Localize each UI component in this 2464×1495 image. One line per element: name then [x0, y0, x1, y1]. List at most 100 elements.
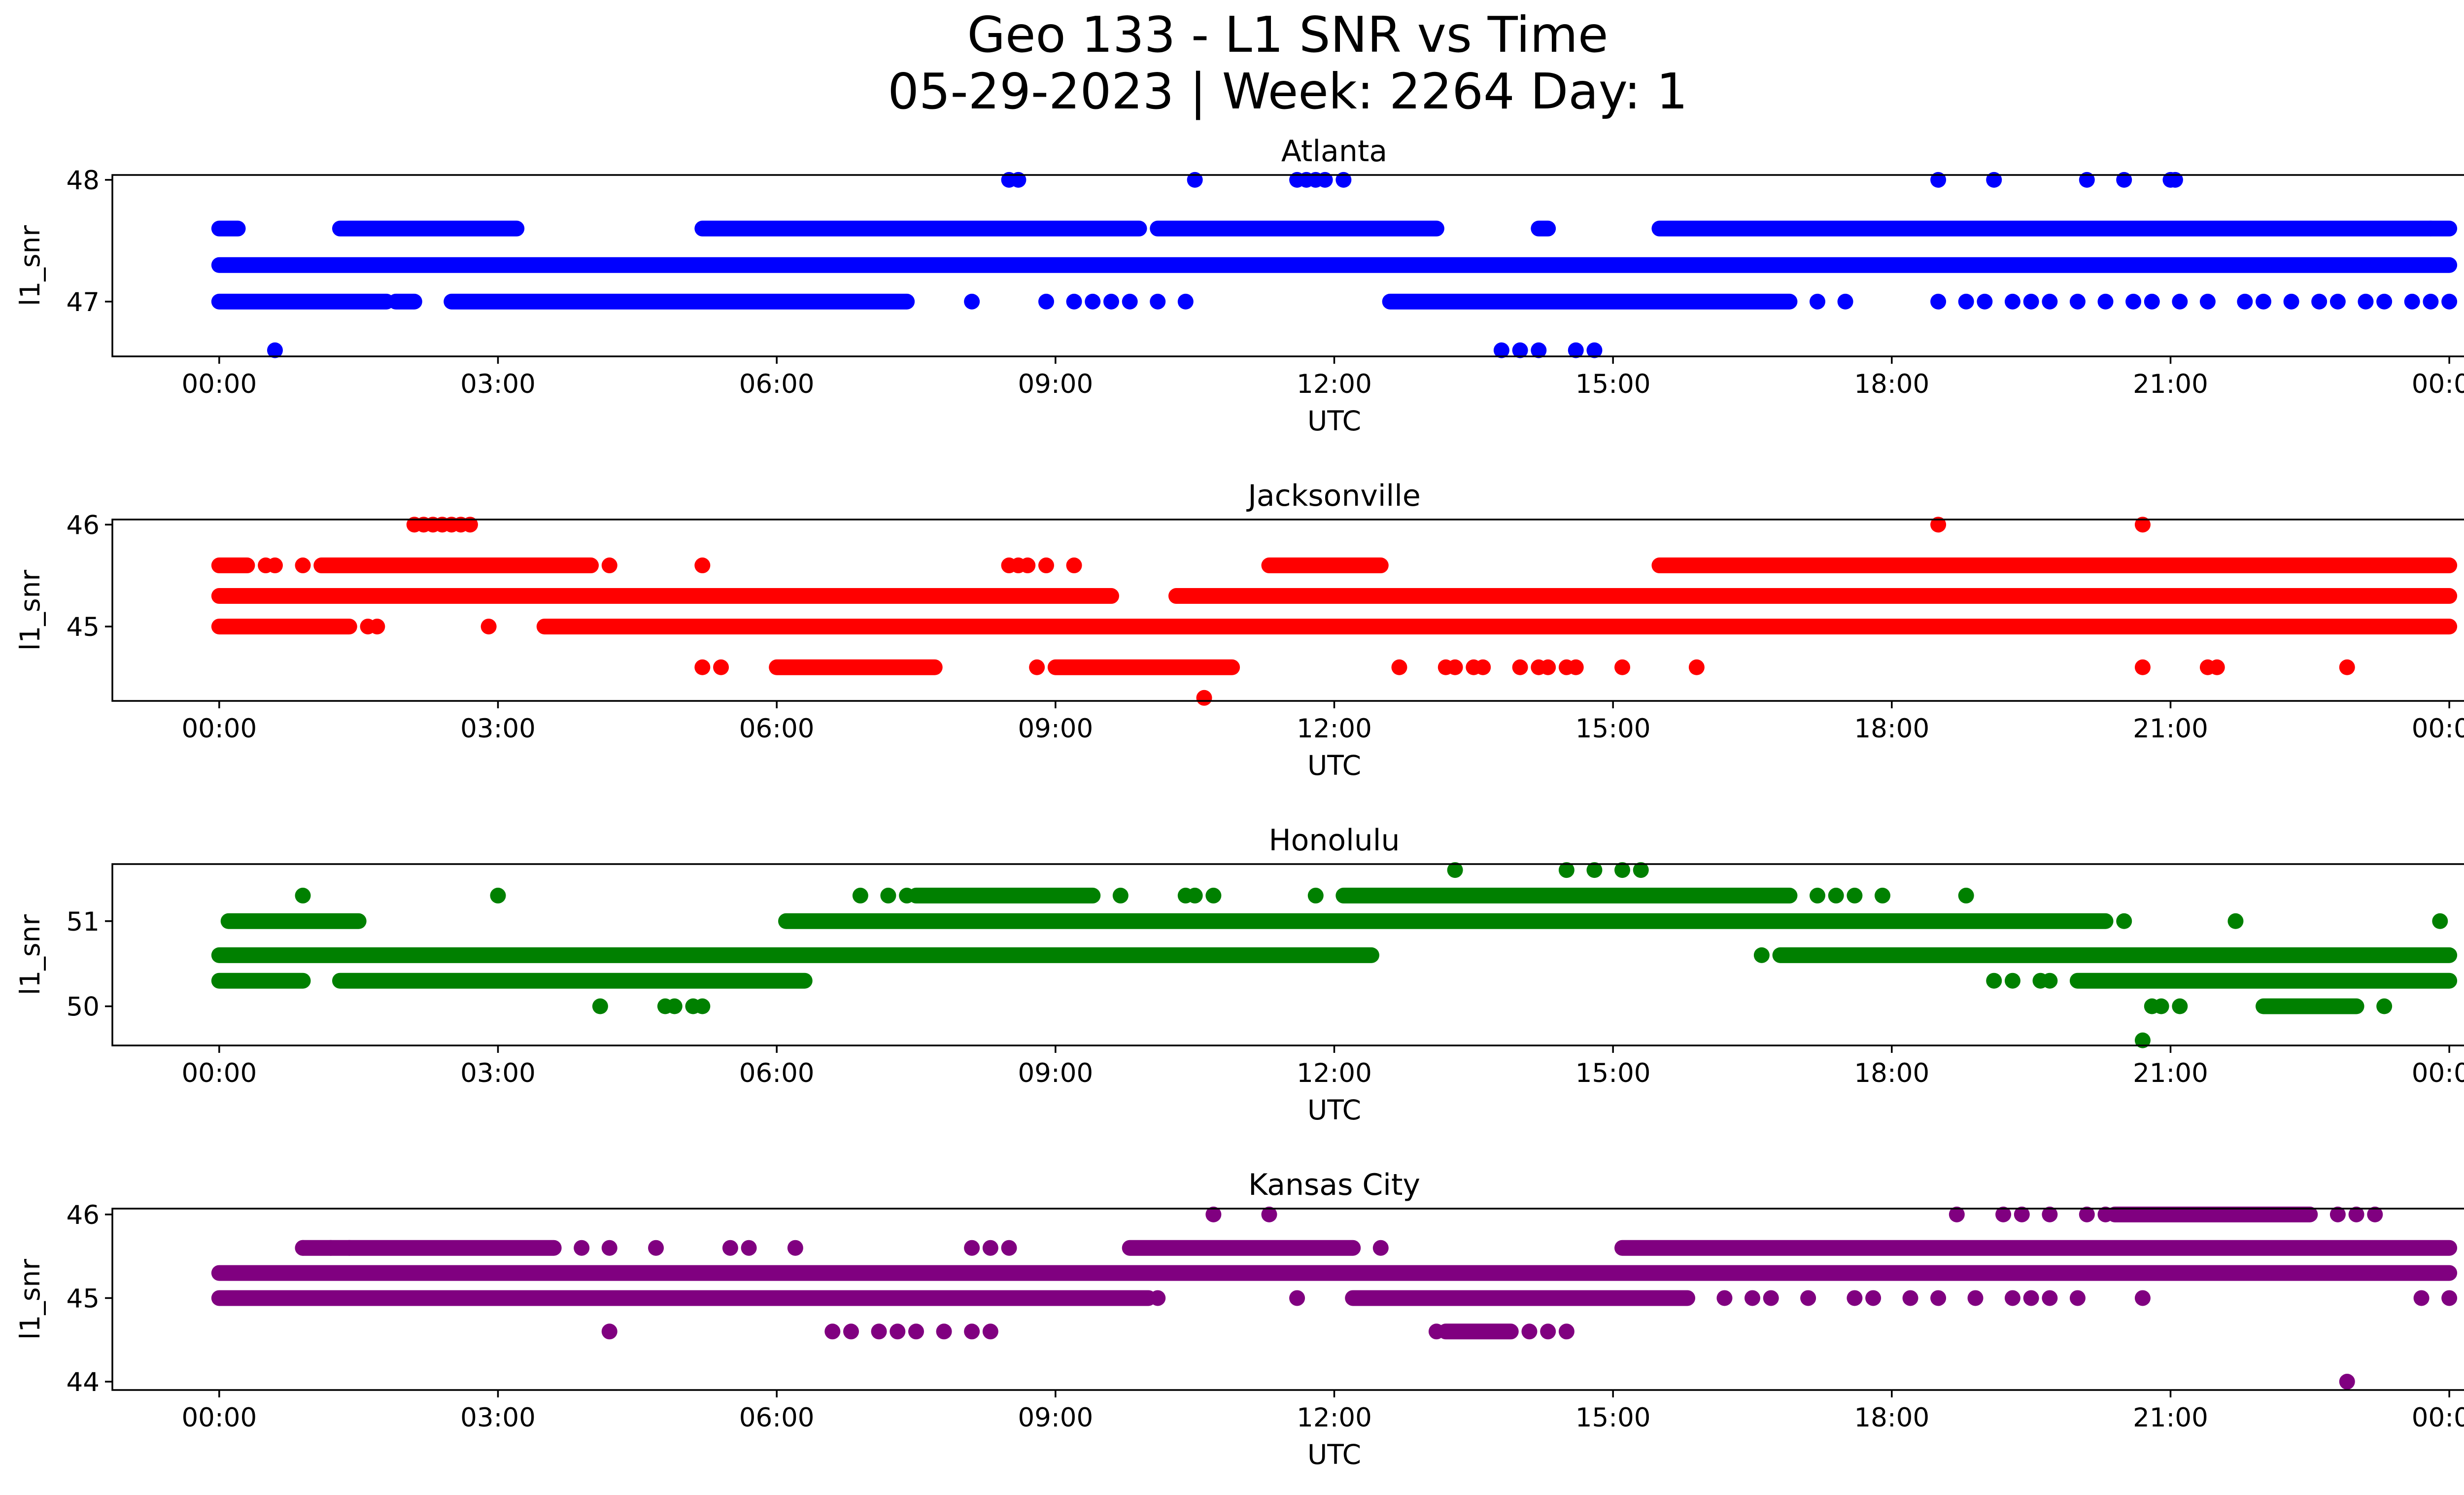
data-point-series-4: [2144, 293, 2160, 310]
data-point-series-5: [462, 517, 478, 533]
x-tick-label: 09:00: [1018, 369, 1093, 399]
data-point-series-4: [1066, 293, 1082, 310]
data-point-series-4: [1874, 887, 1890, 904]
x-tick-label: 09:00: [1018, 1403, 1093, 1433]
data-point-series-3: [295, 1240, 311, 1256]
data-point-series-4: [2199, 293, 2216, 310]
subplot-title: Atlanta: [1281, 134, 1387, 169]
data-point-series-7: [2367, 1206, 2383, 1222]
data-point-series-4: [1847, 1290, 1863, 1306]
data-point-series-7: [1753, 947, 1770, 963]
data-point-series-8: [843, 1323, 859, 1340]
data-point-series-4: [1958, 293, 1974, 310]
data-point-series-3: [2167, 172, 2183, 188]
data-marks: [211, 517, 2458, 706]
data-point-series-8: [2042, 973, 2058, 989]
data-point-series-7: [1475, 659, 1491, 675]
data-point-series-5: [267, 342, 283, 358]
subplot-title: Kansas City: [1248, 1168, 1420, 1202]
y-axis-label: l1_snr: [14, 225, 46, 306]
data-point-series-7: [2339, 659, 2355, 675]
data-point-series-4: [2069, 293, 2086, 310]
data-point-series-4: [2413, 1290, 2430, 1306]
x-tick-label: 09:00: [1018, 714, 1093, 744]
data-point-series-4: [1177, 293, 1194, 310]
data-point-series-4: [1809, 887, 1825, 904]
subplot-0: Atlanta 00:00 03:00 06:00 09:00 12:00 15:00 18:…: [14, 134, 2464, 437]
data-point-series-3: [1187, 172, 1203, 188]
x-tick-label: 21:00: [2133, 714, 2208, 744]
data-point-series-4: [2042, 1290, 2058, 1306]
x-tick-label: 00:00: [181, 369, 257, 399]
data-point-series-8: [890, 1323, 906, 1340]
x-tick-label: 09:00: [1018, 1058, 1093, 1088]
data-point-series-5: [1205, 1206, 1222, 1222]
data-point-series-3: [1317, 172, 1333, 188]
data-point-series-3: [267, 557, 283, 574]
data-point-series-7: [1512, 659, 1528, 675]
y-tick-label: 51: [67, 907, 100, 937]
data-point-series-4: [1716, 1290, 1733, 1306]
data-point-series-8: [824, 1323, 841, 1340]
data-point-series-4: [1205, 887, 1222, 904]
data-point-series-3: [2116, 172, 2132, 188]
x-tick-label: 00:00: [181, 714, 257, 744]
subplot-title: Jacksonville: [1246, 479, 1421, 513]
y-axis-label: l1_snr: [14, 914, 46, 995]
data-point-series-4: [490, 887, 506, 904]
x-tick-label: 15:00: [1575, 1058, 1651, 1088]
data-point-series-5: [1568, 342, 1584, 358]
data-point-series-4: [1150, 293, 1166, 310]
x-tick-label: 18:00: [1854, 1058, 1929, 1088]
data-point-series-4: [1930, 1290, 1947, 1306]
data-point-series-5: [1586, 862, 1603, 878]
x-tick-label: 00:00: [2412, 714, 2464, 744]
y-tick-label: 45: [67, 1284, 100, 1314]
data-point-series-5: [1558, 862, 1574, 878]
data-point-series-9: [694, 998, 711, 1014]
x-tick-label: 21:00: [2133, 1403, 2208, 1433]
data-point-series-3: [574, 1240, 590, 1256]
data-point-series-4: [1103, 293, 1119, 310]
data-point-series-5: [1930, 517, 1947, 533]
data-point-series-5: [1586, 342, 1603, 358]
y-tick-label: 44: [67, 1367, 100, 1397]
data-point-series-5: [1493, 342, 1509, 358]
data-point-series-7: [2209, 659, 2225, 675]
data-point-series-4: [2023, 1290, 2039, 1306]
y-tick-label: 47: [67, 287, 100, 317]
data-point-series-4: [899, 887, 915, 904]
data-point-series-4: [2311, 293, 2327, 310]
data-point-series-4: [2125, 293, 2142, 310]
subplot-2: Honolulu 00:00 03:00 06:00 09:00 12:00 15:00 18…: [14, 823, 2464, 1126]
data-point-series-4: [2069, 1290, 2086, 1306]
x-tick-label: 12:00: [1297, 714, 1372, 744]
data-point-series-3: [964, 1240, 980, 1256]
x-tick-label: 03:00: [460, 1403, 536, 1433]
data-point-series-7: [1688, 659, 1705, 675]
x-tick-label: 06:00: [739, 714, 815, 744]
data-point-series-7: [1568, 659, 1584, 675]
data-point-series-7: [1391, 659, 1407, 675]
data-point-series-4: [1828, 887, 1844, 904]
y-tick-label: 46: [67, 510, 100, 540]
data-point-series-3: [2079, 172, 2095, 188]
subplot-3: Kansas City 00:00 03:00 06:00 09:00 12:00 15:0…: [14, 1168, 2464, 1470]
x-tick-label: 06:00: [739, 1058, 815, 1088]
data-point-series-4: [2283, 293, 2299, 310]
data-point-series-5: [1261, 1206, 1277, 1222]
data-point-series-4: [852, 887, 868, 904]
data-point-series-5: [1949, 1206, 1965, 1222]
data-point-series-5: [2042, 1206, 2058, 1222]
data-marks: [211, 1206, 2458, 1390]
subplot-title: Honolulu: [1269, 823, 1400, 858]
data-point-series-4: [2423, 293, 2439, 310]
x-axis-label: UTC: [1307, 750, 1361, 781]
data-point-series-8: [871, 1323, 887, 1340]
data-point-series-8: [1521, 1323, 1538, 1340]
data-point-series-6: [2432, 913, 2448, 929]
data-point-series-4: [1837, 293, 1853, 310]
data-point-series-11: [2376, 998, 2393, 1014]
data-point-series-7: [2329, 1206, 2346, 1222]
figure-title-line1: Geo 133 - L1 SNR vs Time: [967, 6, 1608, 64]
